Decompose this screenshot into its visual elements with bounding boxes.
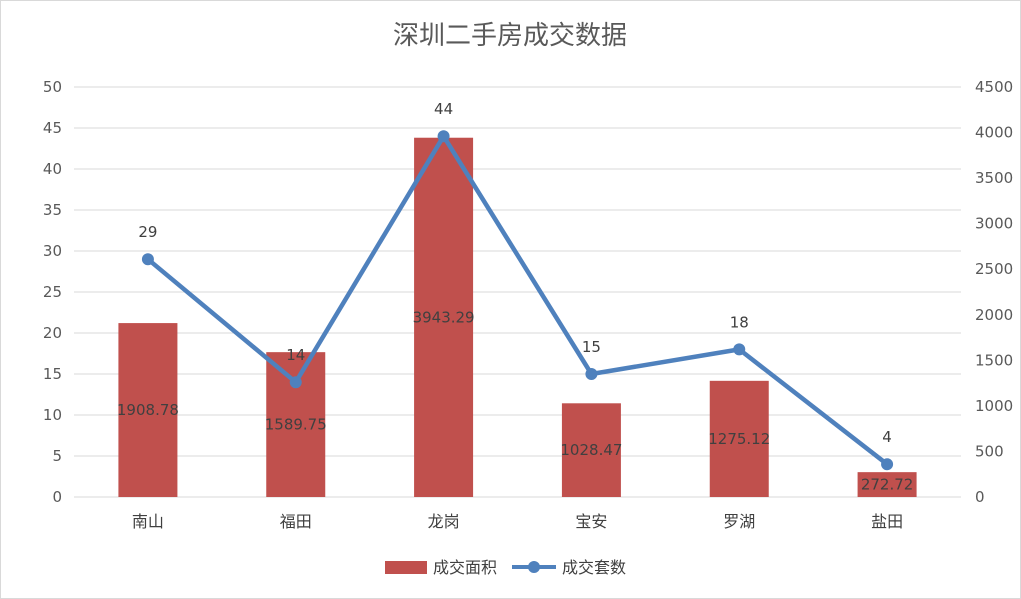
line-data-label: 4	[882, 428, 892, 446]
category-label: 盐田	[871, 512, 903, 531]
line-data-label: 29	[138, 223, 157, 241]
category-label: 宝安	[575, 512, 607, 531]
line-point	[141, 253, 154, 266]
right-tick-label: 3500	[975, 169, 1013, 187]
line-point	[437, 130, 450, 143]
bar	[561, 403, 621, 497]
bar-data-label: 3943.29	[413, 308, 475, 326]
legend: 成交面积 成交套数	[385, 558, 626, 577]
left-axis-ticks: 0 5 10 15 20 25 30 35 40 45 50	[43, 78, 62, 506]
right-axis-ticks: 0 500 1000 1500 2000 2500 3000 3500 4000 4500	[975, 78, 1013, 506]
bar	[709, 380, 769, 497]
line-data-label: 14	[286, 346, 305, 364]
line-point	[585, 368, 598, 380]
left-tick-label: 40	[43, 160, 62, 178]
left-tick-label: 50	[43, 78, 62, 96]
legend-line-marker	[528, 561, 540, 573]
category-label: 龙岗	[428, 512, 460, 531]
line-series	[141, 130, 894, 471]
left-tick-label: 45	[43, 119, 62, 137]
left-tick-label: 30	[43, 242, 62, 260]
bar	[414, 137, 474, 497]
bar-data-label: 1275.12	[708, 430, 770, 448]
left-tick-label: 20	[43, 324, 62, 342]
right-tick-label: 4500	[975, 78, 1013, 96]
right-tick-label: 3000	[975, 215, 1013, 233]
line-point	[733, 343, 746, 356]
line-data-label: 18	[730, 313, 749, 331]
right-tick-label: 2500	[975, 260, 1013, 278]
left-tick-label: 0	[52, 488, 62, 506]
category-label: 罗湖	[723, 512, 755, 531]
bar-data-label: 1028.47	[560, 441, 622, 459]
legend-bar-swatch	[385, 561, 427, 574]
line-data-labels: 29 14 44 15 18 4	[138, 100, 891, 446]
bar-data-labels: 1908.78 1589.75 3943.29 1028.47 1275.12 272.7…	[117, 308, 913, 493]
bar-data-label: 272.72	[861, 476, 914, 494]
right-tick-label: 4000	[975, 124, 1013, 142]
right-tick-label: 1000	[975, 397, 1013, 415]
category-axis-labels: 南山 福田 龙岗 宝安 罗湖 盐田	[132, 512, 903, 531]
line-data-label: 15	[582, 338, 601, 356]
line-point	[881, 458, 894, 471]
chart-title: 深圳二手房成交数据	[393, 21, 627, 51]
bar-data-label: 1908.78	[117, 401, 179, 419]
series-line	[145, 133, 890, 467]
bar	[118, 323, 178, 497]
bar-series	[118, 137, 917, 497]
right-tick-label: 2000	[975, 306, 1013, 324]
bar	[857, 472, 917, 497]
legend-bar-label: 成交面积	[433, 558, 497, 577]
bar-data-label: 1589.75	[265, 416, 327, 434]
left-tick-label: 15	[43, 365, 62, 383]
gridlines	[74, 86, 961, 498]
left-tick-label: 5	[52, 447, 62, 465]
left-tick-label: 35	[43, 201, 62, 219]
left-tick-label: 25	[43, 283, 62, 301]
category-label: 福田	[280, 512, 312, 531]
right-tick-label: 0	[975, 488, 985, 506]
left-tick-label: 10	[43, 406, 62, 424]
line-data-label: 44	[434, 100, 453, 118]
line-point	[289, 376, 302, 389]
legend-line-label: 成交套数	[562, 558, 626, 577]
category-label: 南山	[132, 512, 164, 531]
right-tick-label: 1500	[975, 351, 1013, 369]
right-tick-label: 500	[975, 442, 1004, 460]
